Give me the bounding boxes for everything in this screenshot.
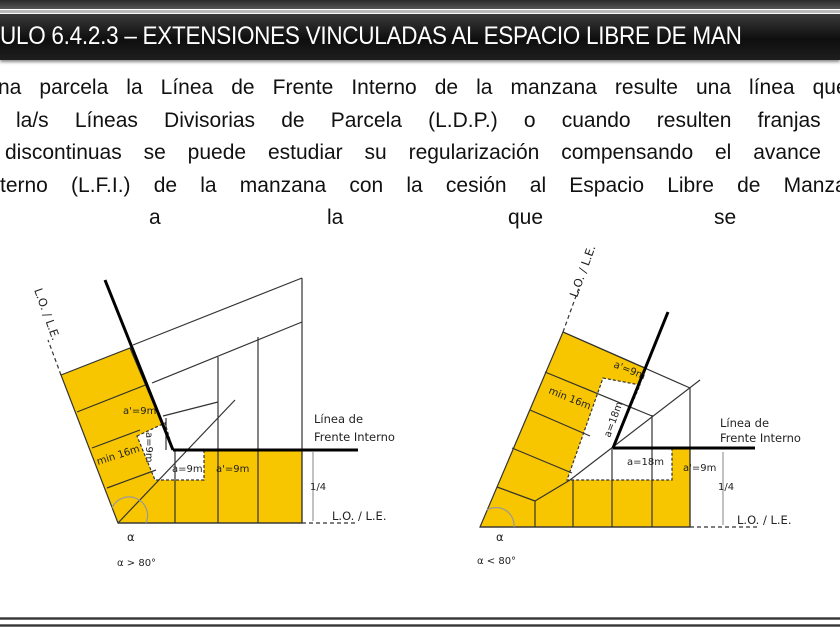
lot-line xyxy=(162,401,219,417)
lot-line xyxy=(76,383,149,413)
bottom-divider xyxy=(0,617,840,620)
lo-le-side-dashed xyxy=(47,339,62,376)
label-a-prime-bottom: a'=9m xyxy=(216,464,249,475)
lot-line xyxy=(534,479,571,502)
yellow-zone xyxy=(60,347,303,524)
lot-line xyxy=(132,277,303,346)
label-a: a=9m xyxy=(172,464,203,475)
alpha-arc xyxy=(486,506,515,528)
alpha-arc xyxy=(111,496,149,524)
lot-line xyxy=(106,469,157,489)
label-lfi-2: Frente Interno xyxy=(314,430,395,444)
label-lo-le-bottom: L.O. / L.E. xyxy=(332,509,386,523)
paragraph-line: la/s Líneas Divisorias de Parcela (L.D.P… xyxy=(16,108,840,132)
label-quarter: 1/4 xyxy=(310,482,326,493)
label-lfi-2: Frente Interno xyxy=(720,431,801,445)
diagram-left-labels: a'=9m a=9m min 16m a=9m a'=9m Línea de F… xyxy=(31,286,395,569)
lot-line xyxy=(544,371,653,417)
label-lfi-1: Línea de xyxy=(720,416,769,430)
label-quarter: 1/4 xyxy=(718,482,734,493)
paragraph-line: discontinuas se puede estudiar su regula… xyxy=(5,141,840,164)
paragraph-line: a la que se xyxy=(0,202,840,234)
top-border-bar xyxy=(0,0,840,9)
lot-line xyxy=(511,447,573,474)
paragraph-word: se xyxy=(714,206,737,229)
ldp-thick-line xyxy=(103,279,175,451)
label-lfi-1: Línea de xyxy=(314,412,363,426)
bottom-divider xyxy=(0,624,840,627)
diagram-right xyxy=(479,284,760,528)
label-condition: α < 80° xyxy=(477,556,516,567)
paragraph-line: terno (L.F.I.) de la manzana con la cesi… xyxy=(0,173,840,197)
diagram-left xyxy=(47,277,358,524)
label-alpha: α xyxy=(127,530,135,544)
paragraph-line: na parcela la Línea de Frente Interno de… xyxy=(0,76,840,99)
label-a-prime-bottom: a'=9m xyxy=(683,463,716,474)
label-a-rotated: a=9m xyxy=(143,432,154,463)
lo-le-side-dashed xyxy=(562,284,581,333)
label-a-prime: a'=9m xyxy=(123,406,156,417)
ldp-thick-line xyxy=(611,311,670,449)
label-lo-le-bottom: L.O. / L.E. xyxy=(737,513,791,527)
paragraph-word: a xyxy=(149,206,161,229)
lot-line xyxy=(151,321,303,384)
lot-line xyxy=(496,486,536,502)
lot-line xyxy=(562,331,691,389)
label-a: a=18m xyxy=(627,457,664,468)
label-lo-le-side: L.O. / L.E. xyxy=(567,243,599,299)
label-condition: α > 80° xyxy=(117,558,156,569)
label-alpha: α xyxy=(496,530,504,544)
bisector-line xyxy=(117,399,236,524)
lot-line xyxy=(91,429,141,449)
bisector-line xyxy=(569,379,701,481)
body-paragraph: na parcela la Línea de Frente Interno de… xyxy=(0,72,840,234)
page-title: ULO 6.4.2.3 – EXTENSIONES VINCULADAS AL … xyxy=(0,22,742,50)
top-divider xyxy=(0,10,840,13)
paragraph-word: la xyxy=(327,206,344,229)
paragraph-word: que xyxy=(508,206,544,229)
label-lo-le-side: L.O. / L.E. xyxy=(31,286,63,342)
title-bar: ULO 6.4.2.3 – EXTENSIONES VINCULADAS AL … xyxy=(0,14,840,60)
lot-line xyxy=(529,409,591,437)
